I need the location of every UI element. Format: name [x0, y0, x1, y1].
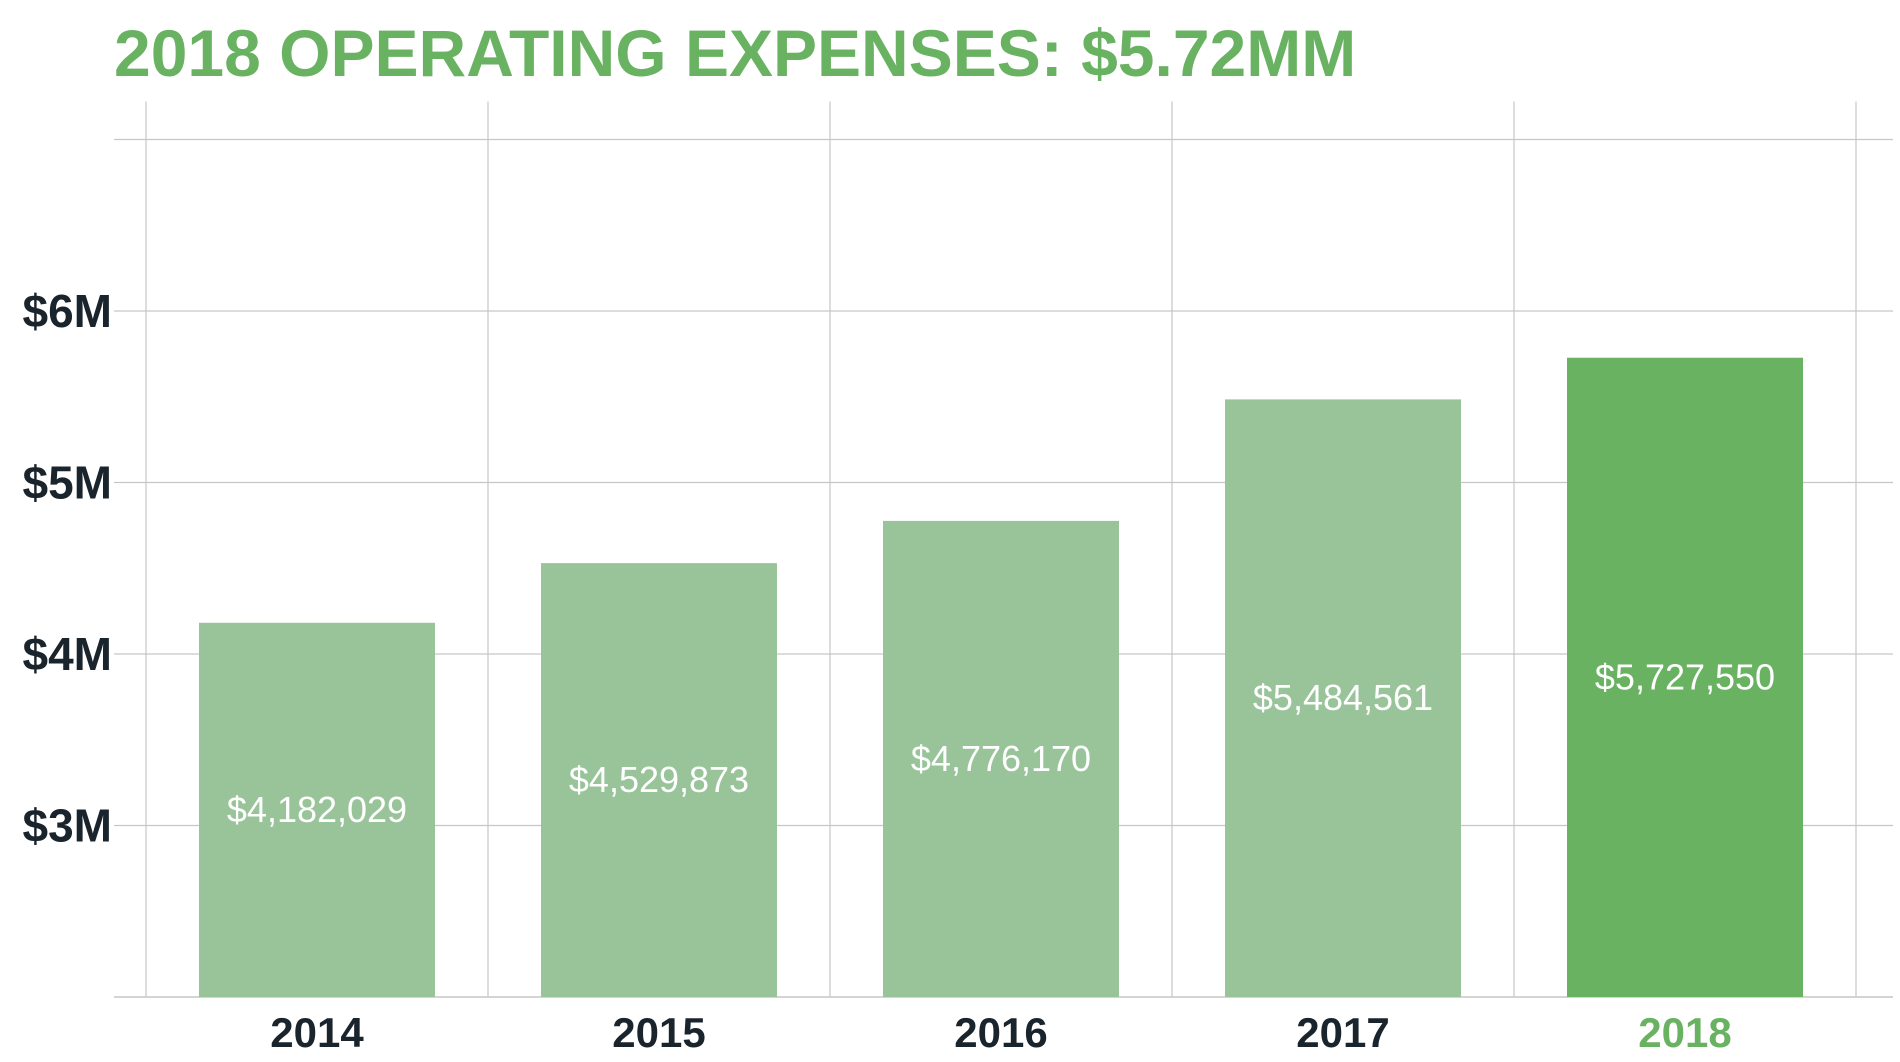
- y-tick-label: $6M: [23, 285, 112, 337]
- y-axis: $3M $4M $5M $6M: [23, 285, 112, 852]
- data-label-2015: $4,529,873: [569, 759, 749, 800]
- value-labels: $4,182,029 $4,529,873 $4,776,170 $5,484,561…: [227, 656, 1775, 830]
- data-label-2017: $5,484,561: [1253, 677, 1433, 718]
- data-label-2014: $4,182,029: [227, 789, 407, 830]
- bars: [199, 357, 1803, 997]
- data-label-2018: $5,727,550: [1595, 656, 1775, 697]
- chart-title: 2018 OPERATING EXPENSES: $5.72MM: [114, 16, 1356, 90]
- bar-2018: [1567, 357, 1803, 997]
- bar-2014: [199, 622, 435, 997]
- bar-2015: [541, 563, 777, 997]
- data-label-2016: $4,776,170: [911, 738, 1091, 779]
- x-axis: 2014 2015 2016 2017 2018: [270, 1009, 1731, 1056]
- bar-2016: [883, 520, 1119, 997]
- x-tick-label-2017: 2017: [1296, 1009, 1389, 1056]
- bar-2017: [1225, 399, 1461, 997]
- y-tick-label: $3M: [23, 800, 112, 852]
- y-tick-label: $5M: [23, 457, 112, 509]
- y-tick-label: $4M: [23, 628, 112, 680]
- x-tick-label-2016: 2016: [954, 1009, 1047, 1056]
- x-tick-label-2015: 2015: [612, 1009, 705, 1056]
- x-tick-label-2014: 2014: [270, 1009, 364, 1056]
- x-tick-label-2018: 2018: [1638, 1009, 1731, 1056]
